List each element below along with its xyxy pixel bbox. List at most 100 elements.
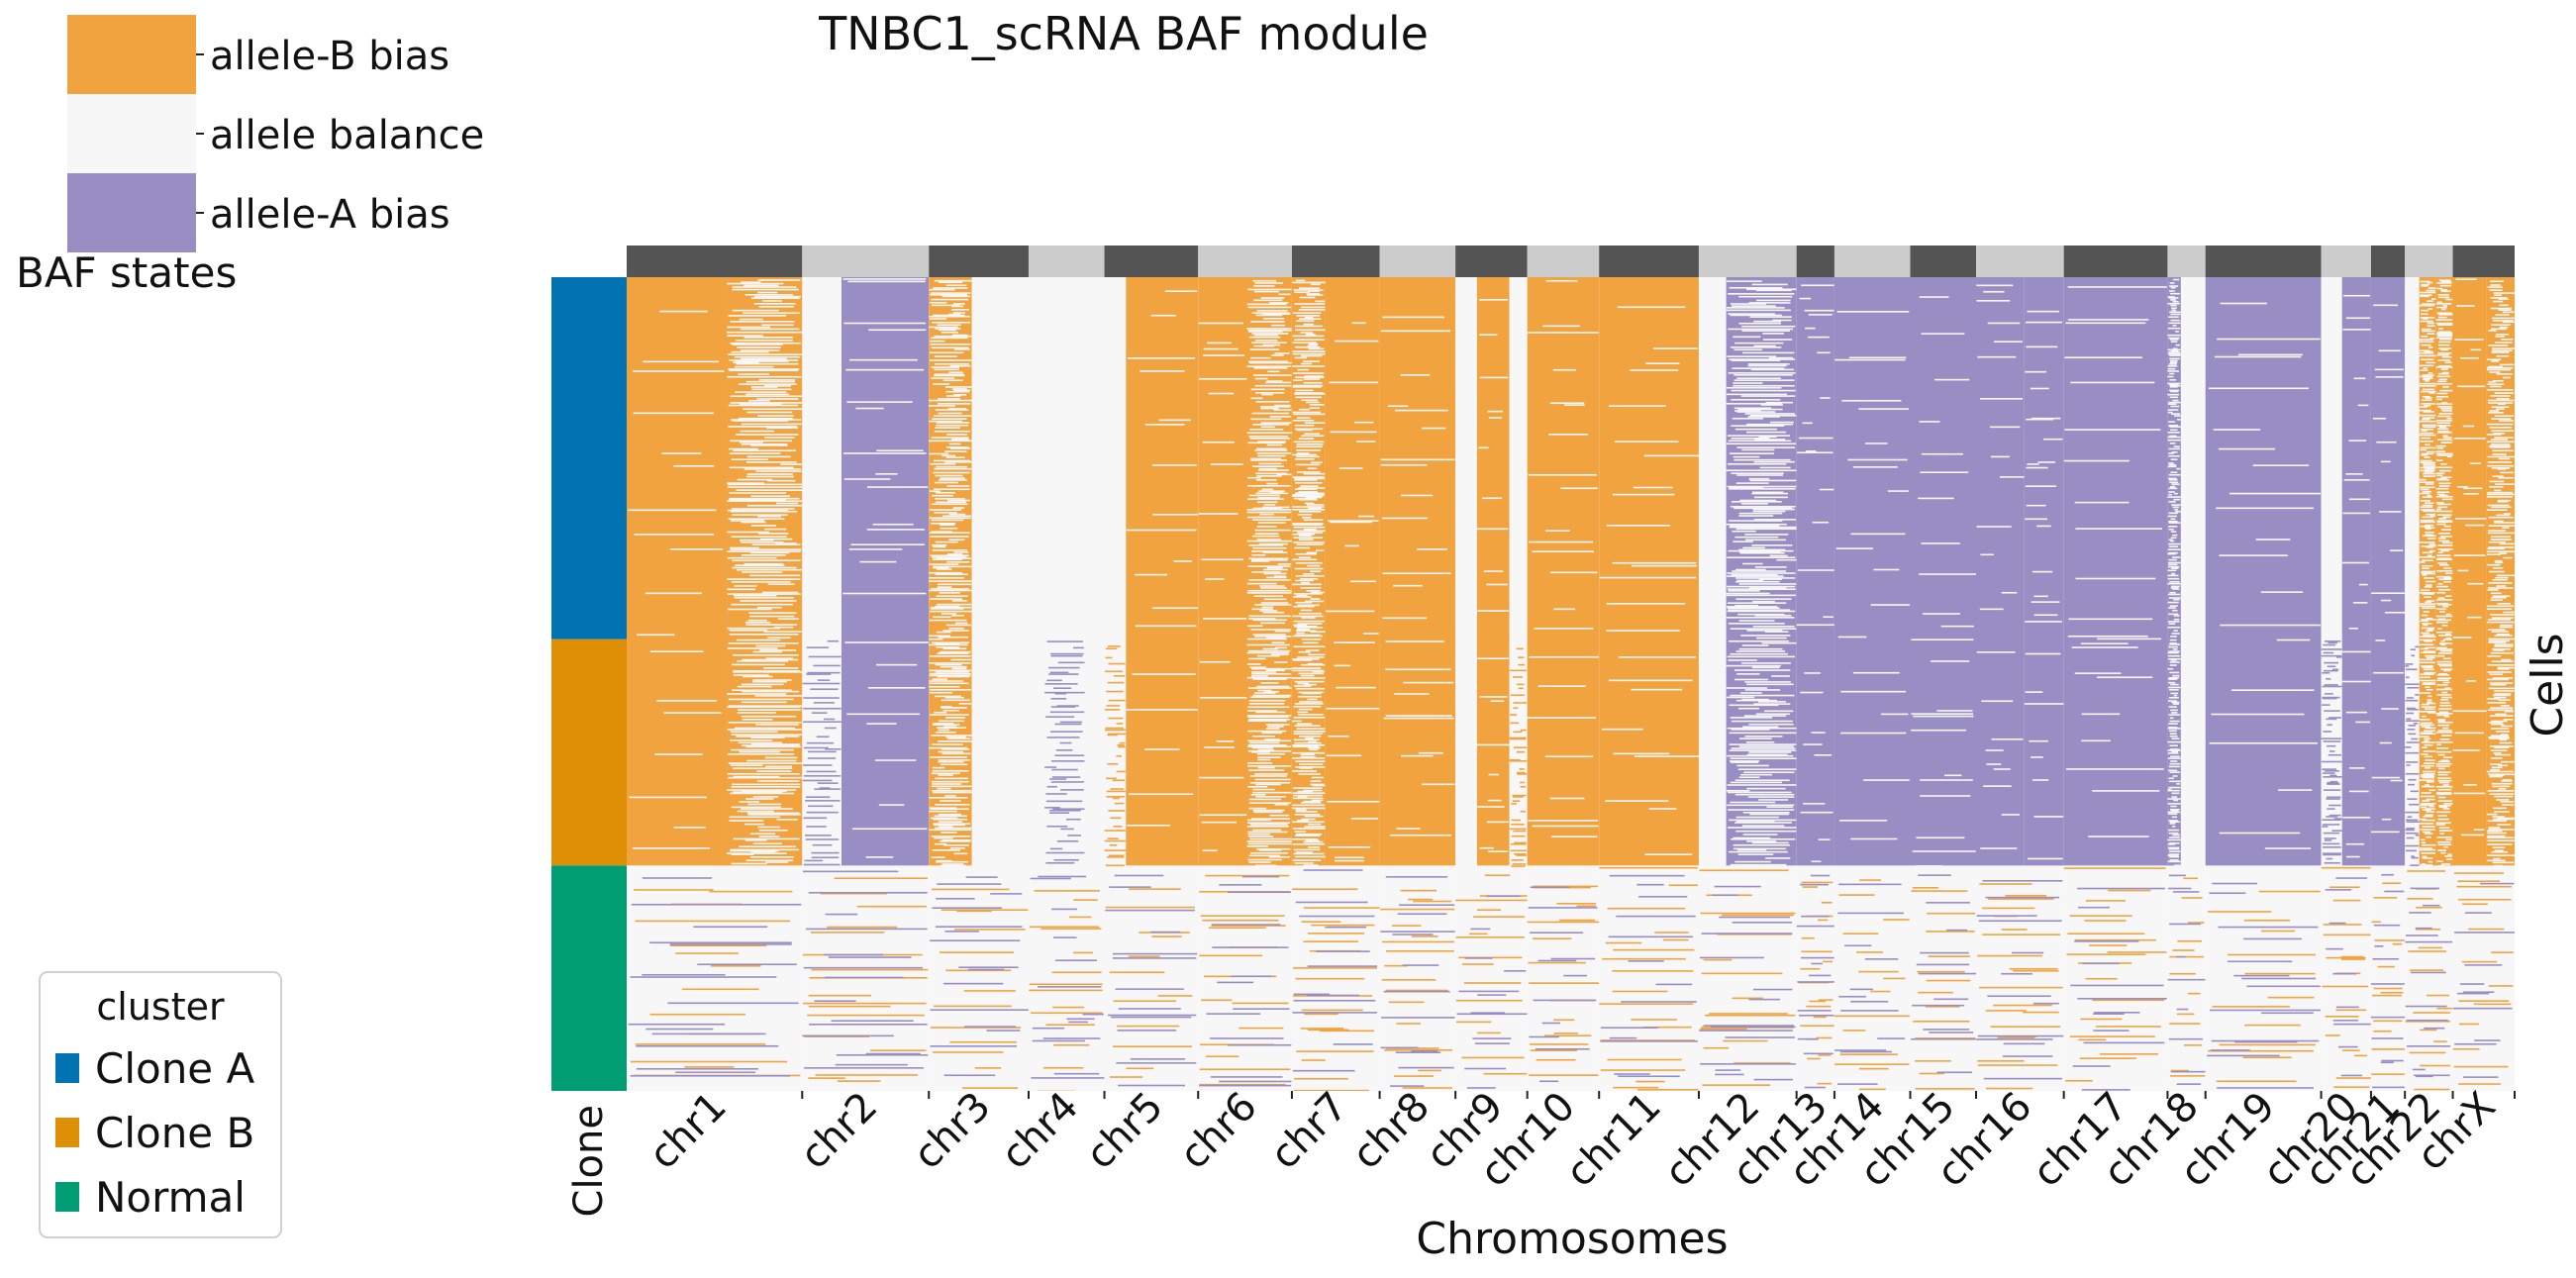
baf-cell [1911, 729, 1967, 732]
baf-cell [1202, 441, 1235, 443]
baf-cell [1248, 544, 1283, 546]
baf-cell [1753, 519, 1796, 521]
baf-cell [836, 1053, 929, 1056]
baf-cell [2326, 816, 2338, 818]
baf-cell [1986, 763, 2002, 765]
baf-cell [2405, 811, 2420, 814]
baf-cell [2421, 285, 2428, 287]
baf-cell [2437, 753, 2445, 756]
baf-cell [2487, 664, 2515, 666]
baf-cell [1247, 589, 1292, 592]
baf-cell [1811, 860, 1822, 863]
baf-cell [2487, 835, 2506, 837]
baf-cell [2455, 278, 2477, 281]
baf-cell [1990, 455, 2010, 458]
baf-cell [930, 301, 947, 304]
baf-cell [2167, 496, 2181, 498]
baf-cell [2169, 1075, 2206, 1077]
baf-cell [1915, 1088, 1975, 1090]
baf-cell [1772, 319, 1792, 322]
baf-cell [1300, 755, 1316, 758]
baf-cell [2487, 678, 2510, 681]
baf-cell [1069, 916, 1092, 919]
baf-cell [2423, 668, 2434, 671]
baf-cell [739, 417, 793, 420]
baf-cell [2487, 563, 2501, 566]
baf-cell [642, 973, 726, 976]
baf-cell [945, 969, 1012, 972]
baf-cell [2171, 826, 2176, 828]
baf-cell [855, 407, 884, 410]
baf-cell [1294, 393, 1326, 395]
baf-cell [1257, 469, 1290, 471]
baf-cell [1260, 426, 1275, 429]
baf-cell [2496, 398, 2510, 400]
baf-cell [929, 638, 943, 640]
baf-cell [654, 753, 703, 755]
baf-cell [803, 817, 828, 820]
baf-cell [929, 580, 972, 582]
baf-cell [2452, 1007, 2513, 1010]
baf-cell [2167, 375, 2174, 378]
baf-cell [1520, 785, 1527, 788]
baf-cell [2442, 516, 2451, 519]
baf-cell [2168, 657, 2181, 660]
baf-cell [2436, 420, 2452, 422]
baf-cell [2419, 409, 2431, 412]
baf-cell [1750, 368, 1794, 371]
baf-cell [2436, 714, 2449, 717]
baf-cell [1293, 716, 1326, 719]
baf-cell [2436, 282, 2452, 284]
baf-cell [936, 595, 968, 597]
baf-cell [2243, 919, 2291, 922]
baf-cell [2491, 506, 2512, 509]
baf-cell [1858, 408, 1910, 410]
baf-cell [2405, 668, 2418, 671]
baf-cell [2458, 1000, 2510, 1002]
baf-cell [2031, 779, 2049, 781]
baf-cell [1553, 1019, 1575, 1022]
baf-cell [1299, 612, 1322, 615]
baf-cell [2437, 551, 2443, 554]
baf-cell [1655, 983, 1693, 986]
baf-cell [743, 562, 784, 565]
baf-cell [1328, 735, 1349, 737]
baf-cell [1918, 972, 1976, 975]
baf-cell [730, 440, 792, 442]
baf-cell [749, 615, 795, 618]
baf-cell [1545, 279, 1578, 282]
baf-cell [2436, 860, 2443, 862]
baf-cell [2422, 776, 2434, 779]
baf-cell [2488, 638, 2515, 640]
baf-cell [1801, 915, 1830, 918]
chromosome-bar-segment [1796, 246, 1834, 277]
baf-cell [1510, 842, 1527, 845]
baf-cell [1738, 548, 1786, 551]
baf-cell [1300, 674, 1315, 677]
baf-cell [2176, 1083, 2202, 1085]
baf-cell [2421, 399, 2432, 401]
baf-cell [2167, 860, 2181, 863]
baf-cell [2229, 492, 2322, 495]
baf-cell [1731, 837, 1796, 840]
baf-cell [2428, 543, 2436, 545]
baf-cell [1920, 471, 1969, 473]
baf-cell [1730, 863, 1787, 866]
baf-cell [935, 362, 970, 365]
baf-cell [1246, 511, 1292, 514]
baf-cell [931, 366, 960, 368]
baf-cell [1614, 1073, 1650, 1075]
baf-cell [2425, 502, 2434, 504]
baf-cell [1602, 728, 1643, 731]
baf-cell [2424, 350, 2433, 353]
baf-cell [1850, 533, 1906, 536]
baf-cell [2074, 938, 2156, 941]
baf-cell [1469, 933, 1488, 935]
baf-cell [2440, 529, 2451, 531]
baf-cell [807, 671, 841, 674]
chromosome-bar [627, 246, 2515, 277]
baf-cell [2089, 944, 2128, 946]
baf-cell [1249, 438, 1291, 440]
baf-cell [932, 789, 972, 792]
